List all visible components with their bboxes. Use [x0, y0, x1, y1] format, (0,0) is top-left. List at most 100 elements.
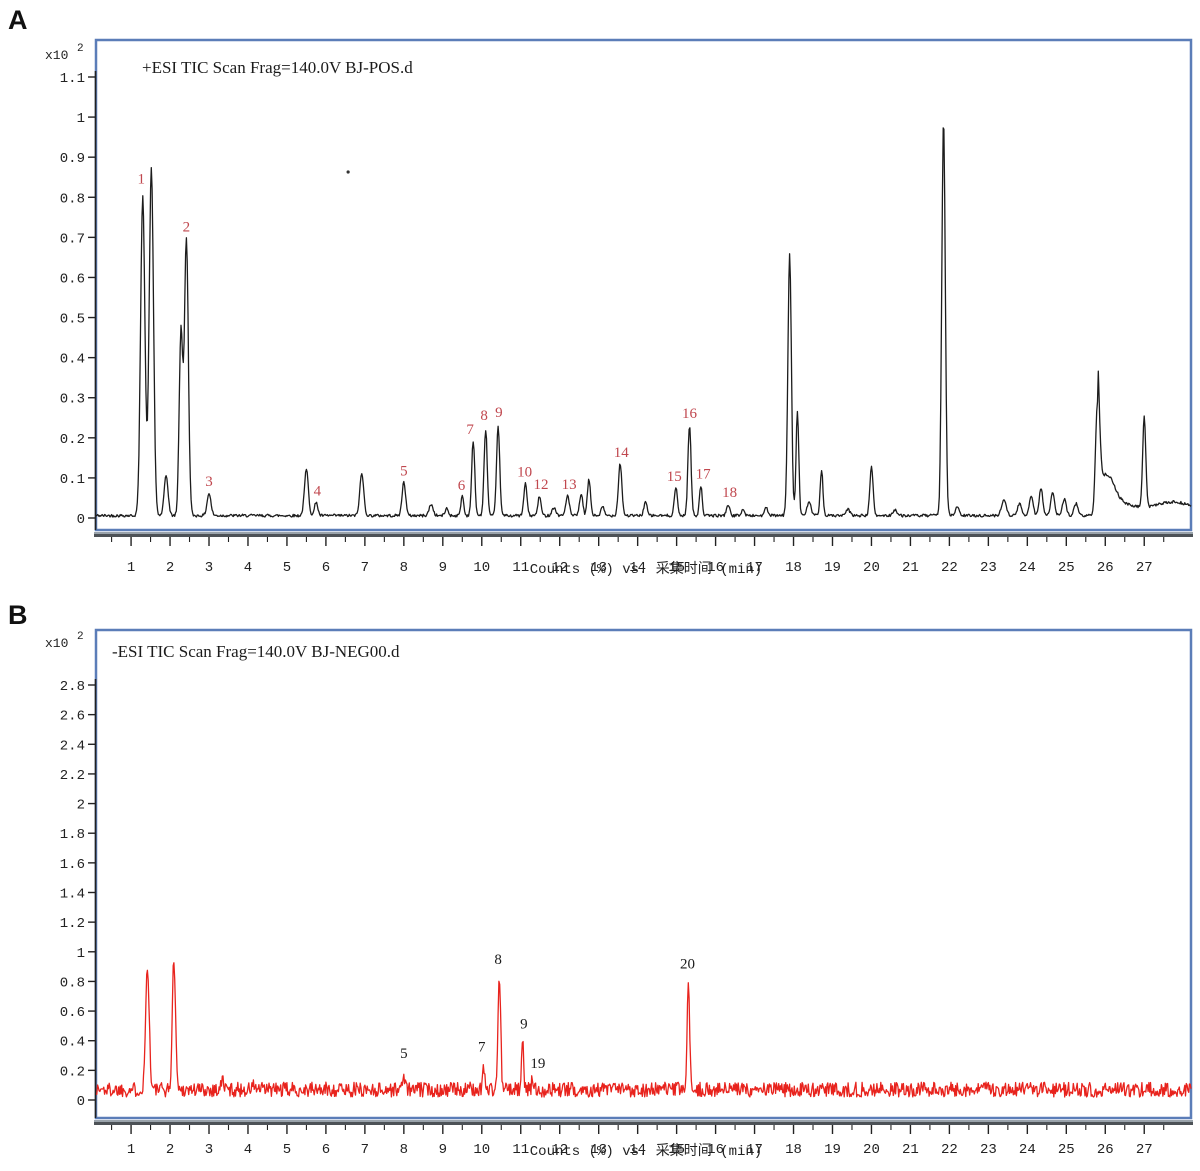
x-tick-label: 12: [551, 560, 568, 576]
peak-label-17: 17: [696, 467, 712, 483]
peak-label-13: 13: [562, 477, 577, 493]
peak-label-19: 19: [530, 1056, 545, 1072]
x-tick-label: 25: [1058, 1142, 1075, 1158]
x-tick-label: 14: [629, 1142, 646, 1158]
peak-label-3: 3: [205, 474, 213, 490]
peak-label-7: 7: [478, 1040, 486, 1056]
y-tick-label: 1.4: [60, 887, 85, 903]
plot-content-a: 1.110.90.80.70.60.50.40.30.20.101 2 3 4 5 6 7 8…: [60, 71, 1192, 576]
peak-label-1: 1: [137, 171, 145, 187]
x-tick-label: 25: [1058, 560, 1075, 576]
x-tick-label: 5: [283, 560, 291, 576]
y-tick-label: 1: [77, 111, 85, 127]
x-tick-label: 10: [473, 1142, 490, 1158]
x-tick-label: 7: [361, 1142, 369, 1158]
y-tick-label: 0.6: [60, 271, 85, 287]
x-tick-label: 17: [746, 560, 763, 576]
peak-label-8: 8: [494, 952, 502, 968]
tic-trace: [95, 962, 1192, 1098]
x-tick-label: 20: [863, 560, 880, 576]
peak-label-12: 12: [534, 477, 549, 493]
y-tick-label: 0.5: [60, 312, 85, 328]
y-tick-label: 2.4: [60, 738, 85, 754]
x-tick-label: 14: [629, 560, 646, 576]
y-tick-label: 2.8: [60, 679, 85, 695]
y-tick-label: 0.9: [60, 151, 85, 167]
x-tick-label: 22: [941, 1142, 958, 1158]
peak-label-5: 5: [400, 1046, 408, 1062]
y-tick-label: 0.6: [60, 1005, 85, 1021]
x-tick-label: 3: [205, 1142, 213, 1158]
plot-frame-a: [94, 38, 1193, 532]
x-tick-label: 9: [439, 1142, 447, 1158]
y-tick-label: 0.4: [60, 1035, 85, 1051]
x-tick-label: 4: [244, 1142, 252, 1158]
peak-label-7: 7: [466, 422, 474, 438]
peak-label-15: 15: [667, 469, 682, 485]
x-tick-label: 2: [166, 1142, 174, 1158]
x-tick-label: 16: [707, 560, 724, 576]
peak-label-2: 2: [183, 219, 191, 235]
peak-label-9: 9: [520, 1017, 528, 1033]
panel-b-letter: B: [8, 600, 28, 630]
x-tick-label: 24: [1019, 560, 1036, 576]
peak-label-9: 9: [495, 405, 503, 421]
peak-label-5: 5: [400, 464, 408, 480]
x-axis-band-highlight-b: [94, 1120, 1193, 1122]
x-tick-label: 18: [785, 560, 802, 576]
x-tick-label: 10: [473, 560, 490, 576]
x-tick-label: 2: [166, 560, 174, 576]
x-tick-label: 23: [980, 560, 997, 576]
chart-title-a: +ESI TIC Scan Frag=140.0V BJ-POS.d: [142, 58, 413, 77]
chart-title-b: -ESI TIC Scan Frag=140.0V BJ-NEG00.d: [112, 642, 400, 661]
x-tick-label: 26: [1097, 1142, 1114, 1158]
x-axis-band-highlight-a: [94, 532, 1193, 534]
x-tick-label: 3: [205, 560, 213, 576]
y-scale-exponent-b: 2: [77, 631, 84, 643]
x-tick-label: 11: [512, 560, 529, 576]
x-tick-label: 11: [512, 1142, 529, 1158]
x-axis-label-a: Counts (%) vs. 采集时间 (min): [530, 560, 762, 578]
x-tick-label: 8: [400, 560, 408, 576]
x-tick-label: 12: [551, 1142, 568, 1158]
peak-label-18: 18: [722, 485, 737, 501]
x-tick-label: 8: [400, 1142, 408, 1158]
peak-label-4: 4: [314, 484, 322, 500]
y-tick-label: 2.2: [60, 768, 85, 784]
peak-label-6: 6: [458, 478, 466, 494]
y-tick-label: 1: [77, 946, 85, 962]
y-tick-label: 0.2: [60, 1064, 85, 1080]
x-tick-label: 1: [127, 560, 135, 576]
y-tick-label: 1.6: [60, 857, 85, 873]
x-tick-label: 17: [746, 1142, 763, 1158]
x-axis-label-b: Counts (%) vs. 采集时间 (min): [530, 1142, 762, 1160]
x-tick-label: 20: [863, 1142, 880, 1158]
y-tick-label: 0.3: [60, 392, 85, 408]
plot-frame-b: [94, 628, 1193, 1120]
peak-label-10: 10: [517, 464, 532, 480]
x-tick-label: 21: [902, 1142, 919, 1158]
x-tick-label: 19: [824, 560, 841, 576]
x-tick-label: 21: [902, 560, 919, 576]
y-tick-label: 0.7: [60, 231, 85, 247]
x-tick-label: 16: [707, 1142, 724, 1158]
y-tick-label: 0.8: [60, 975, 85, 991]
x-tick-label: 19: [824, 1142, 841, 1158]
x-tick-label: 7: [361, 560, 369, 576]
y-tick-label: 1.8: [60, 827, 85, 843]
plot-content-b: 2.8 2.6 2.4 2.2 2 1.8 1.6 1.4 1.2 1 0.8 0.6 0.4 0.2 0 1…: [60, 679, 1192, 1158]
x-tick-label: 1: [127, 1142, 135, 1158]
x-tick-label: 18: [785, 1142, 802, 1158]
x-tick-label: 13: [590, 1142, 607, 1158]
x-axis-band-b: [94, 1122, 1193, 1125]
x-tick-label: 5: [283, 1142, 291, 1158]
y-scale-exponent-a: 2: [77, 43, 84, 55]
tic-trace: [95, 127, 1192, 518]
peak-label-16: 16: [682, 406, 698, 422]
y-tick-label: 0.4: [60, 352, 85, 368]
x-tick-label: 27: [1136, 560, 1153, 576]
x-tick-label: 26: [1097, 560, 1114, 576]
x-tick-label: 27: [1136, 1142, 1153, 1158]
x-tick-label: 6: [322, 1142, 330, 1158]
y-tick-label: 0.8: [60, 191, 85, 207]
